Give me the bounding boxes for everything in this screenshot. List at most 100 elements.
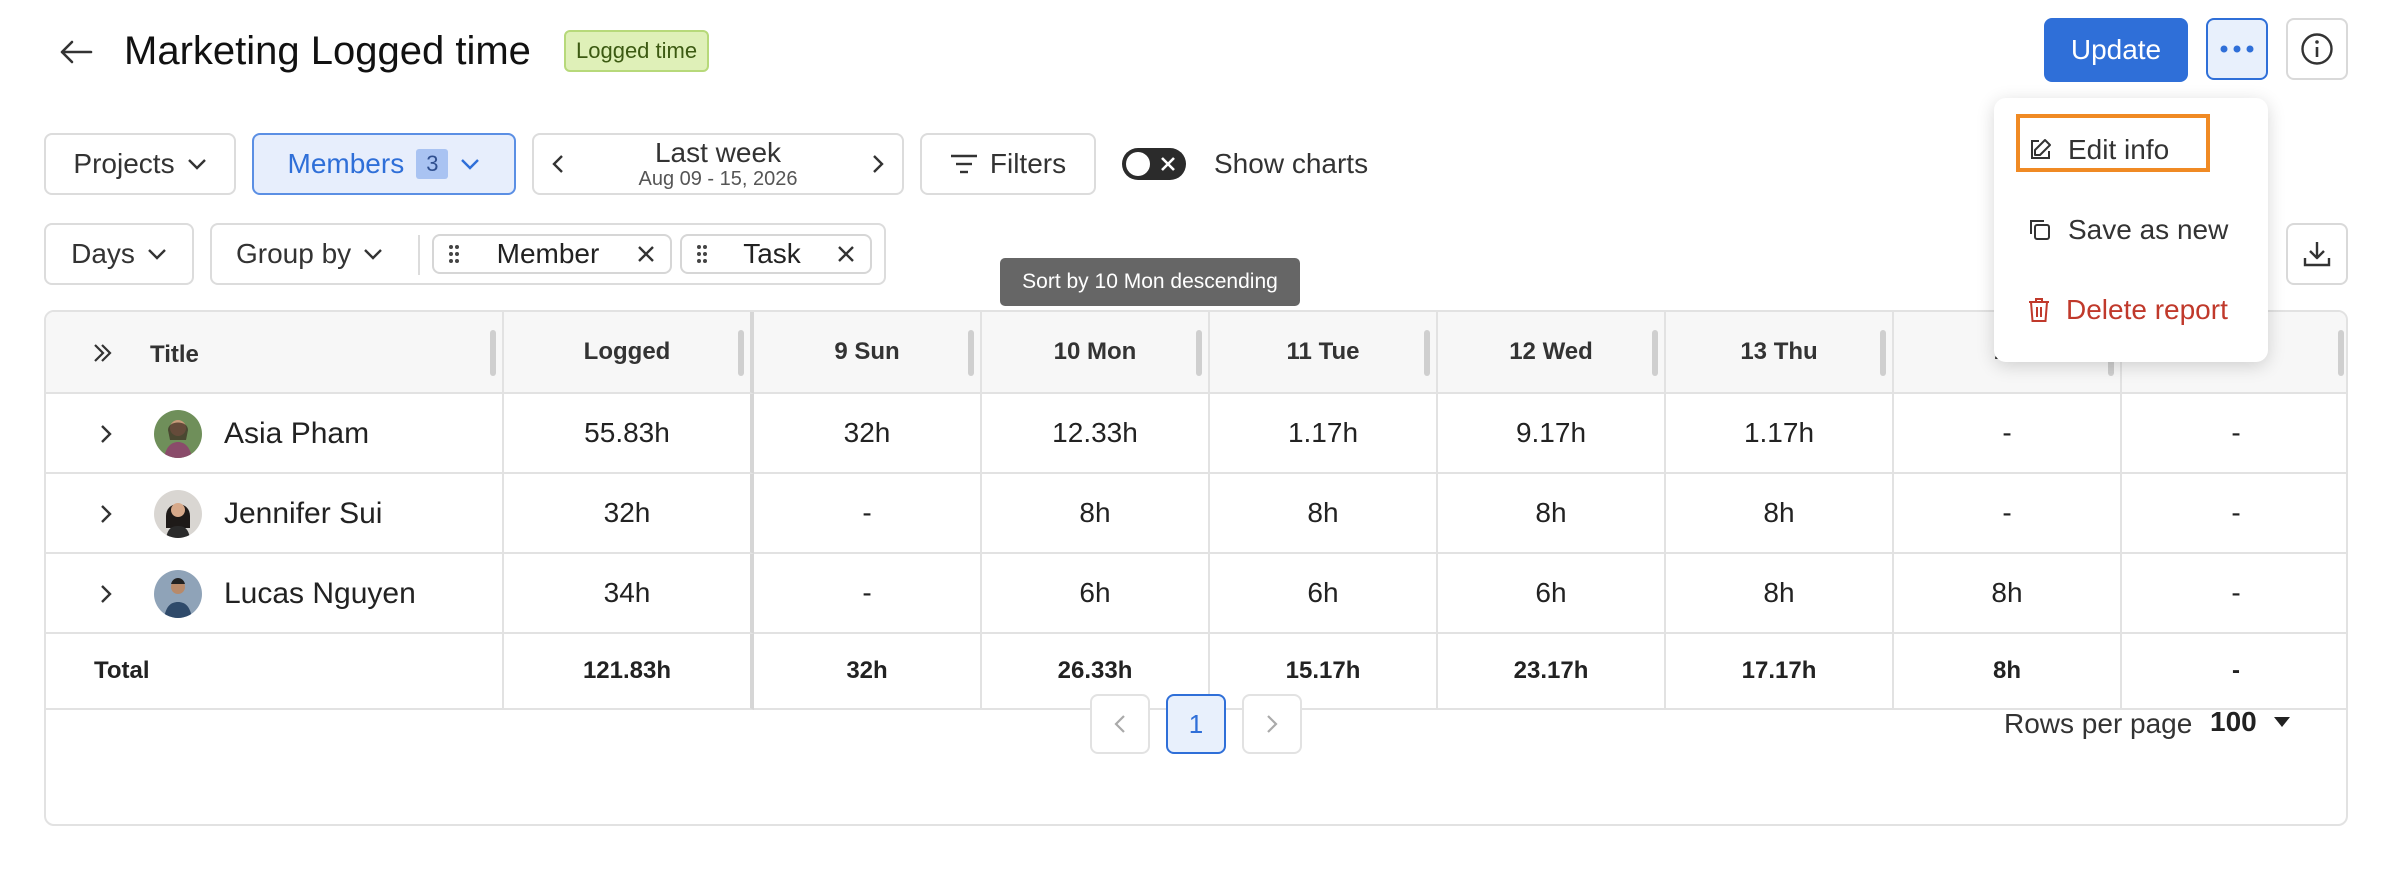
members-count-badge: 3 (416, 149, 449, 179)
rows-per-page-select[interactable]: 100 (2210, 702, 2291, 742)
total-row: Total 121.83h 32h 26.33h 15.17h 23.17h 1… (46, 634, 2346, 710)
chip-label: Task (743, 238, 801, 269)
expand-row-button[interactable] (90, 498, 122, 530)
column-resize-handle[interactable] (2338, 330, 2344, 376)
day-cell: 1.17h (1210, 394, 1438, 474)
logged-cell: 32h (504, 474, 754, 554)
column-header-label: 9 Sun (834, 338, 900, 365)
chevron-right-icon (101, 505, 112, 523)
chevron-right-icon (101, 585, 112, 603)
download-icon (2303, 242, 2331, 267)
date-range-main: Last week (654, 136, 782, 168)
table-row[interactable]: Asia Pham 55.83h 32h 12.33h 1.17h 9.17h … (46, 394, 2346, 474)
day-cell: 8h (1666, 474, 1894, 554)
column-header-day[interactable]: 10 Mon (982, 312, 1210, 394)
chevron-left-icon[interactable] (552, 154, 564, 174)
column-header-day[interactable]: 13 Thu (1666, 312, 1894, 394)
day-cell: 6h (982, 554, 1210, 634)
date-range-label: Last week Aug 09 - 15, 2026 (638, 136, 798, 191)
table-row[interactable]: Lucas Nguyen 34h - 6h 6h 6h 8h 8h - (46, 554, 2346, 634)
chevron-right-icon (101, 425, 112, 443)
table-row[interactable]: Jennifer Sui 32h - 8h 8h 8h 8h - - (46, 474, 2346, 554)
chevron-right-icon (1267, 715, 1278, 733)
column-header-day[interactable]: 12 Wed (1438, 312, 1666, 394)
more-options-button[interactable] (2206, 18, 2268, 80)
menu-item-edit-info[interactable]: Edit info (1994, 118, 2268, 182)
column-resize-handle[interactable] (1196, 330, 1202, 376)
drag-handle-icon[interactable] (448, 244, 460, 264)
member-name: Asia Pham (224, 417, 370, 450)
column-resize-handle[interactable] (490, 330, 496, 376)
chevron-right-icon[interactable] (872, 154, 884, 174)
copy-icon (2030, 220, 2050, 240)
next-page-button[interactable] (1242, 694, 1302, 754)
total-logged-cell: 121.83h (504, 634, 754, 710)
column-header-title[interactable]: Title (46, 312, 504, 394)
expand-row-button[interactable] (90, 578, 122, 610)
focus-highlight (2016, 114, 2210, 172)
menu-item-save-as-new[interactable]: Save as new (1994, 198, 2268, 262)
projects-dropdown[interactable]: Projects (44, 133, 236, 195)
members-label: Members (287, 148, 405, 179)
avatar (154, 490, 202, 538)
group-chip-task[interactable]: Task (680, 234, 872, 274)
expand-row-button[interactable] (90, 418, 122, 450)
chevron-down-icon (461, 159, 480, 170)
more-horizontal-icon (2220, 45, 2254, 53)
total-day-cell: 23.17h (1438, 634, 1666, 710)
double-chevron-right-icon[interactable] (92, 343, 112, 363)
filters-button[interactable]: Filters (920, 133, 1096, 195)
column-header-logged[interactable]: Logged (504, 312, 754, 394)
column-resize-handle[interactable] (968, 330, 974, 376)
update-button[interactable]: Update (2044, 18, 2188, 82)
day-cell: - (1894, 474, 2122, 554)
filter-icon (950, 154, 977, 174)
chevron-down-icon (187, 159, 206, 170)
drag-handle-icon[interactable] (696, 244, 708, 264)
menu-item-label: Edit info (2068, 134, 2170, 165)
column-resize-handle[interactable] (1880, 330, 1886, 376)
column-header-day[interactable]: 11 Tue (1210, 312, 1438, 394)
show-charts-toggle[interactable] (1122, 148, 1186, 180)
day-cell: 8h (1894, 554, 2122, 634)
previous-page-button[interactable] (1090, 694, 1150, 754)
avatar (154, 410, 202, 458)
show-charts-label: Show charts (1214, 148, 1369, 179)
menu-item-label: Save as new (2068, 214, 2229, 245)
projects-label: Projects (73, 148, 175, 179)
column-resize-handle[interactable] (738, 330, 744, 376)
day-cell: - (1894, 394, 2122, 474)
report-table: Title Logged 9 Sun 10 Mon 11 Tue 12 Wed … (44, 310, 2348, 826)
chevron-down-icon (364, 249, 383, 260)
member-cell: Jennifer Sui (46, 474, 504, 554)
column-header-day[interactable]: 9 Sun (754, 312, 982, 394)
members-dropdown[interactable]: Members 3 (252, 133, 516, 195)
group-chip-member[interactable]: Member (432, 234, 672, 274)
day-cell: 8h (1438, 474, 1666, 554)
trash-icon (2029, 298, 2049, 322)
back-button[interactable] (52, 28, 100, 76)
download-button[interactable] (2286, 223, 2348, 285)
day-cell: - (2122, 554, 2346, 634)
days-dropdown[interactable]: Days (44, 223, 194, 285)
page-button[interactable]: 1 (1166, 694, 1226, 754)
menu-item-label: Delete report (2066, 294, 2228, 325)
menu-item-delete-report[interactable]: Delete report (1994, 278, 2268, 342)
total-day-cell: 32h (754, 634, 982, 710)
close-icon[interactable] (836, 244, 856, 264)
more-options-menu: Edit info Save as new Delete report (1994, 98, 2268, 362)
chevron-left-icon (1114, 715, 1125, 733)
day-cell: 12.33h (982, 394, 1210, 474)
column-resize-handle[interactable] (1652, 330, 1658, 376)
close-icon[interactable] (636, 244, 656, 264)
date-range-picker[interactable]: Last week Aug 09 - 15, 2026 (532, 133, 904, 195)
day-cell: 32h (754, 394, 982, 474)
group-by-dropdown[interactable]: Group by (236, 225, 383, 283)
column-resize-handle[interactable] (1424, 330, 1430, 376)
column-header-label: 12 Wed (1509, 338, 1593, 365)
close-icon (1161, 157, 1175, 171)
day-cell: 8h (982, 474, 1210, 554)
date-range-sub: Aug 09 - 15, 2026 (638, 168, 798, 191)
info-button[interactable] (2286, 18, 2348, 80)
chip-label: Member (496, 238, 600, 269)
